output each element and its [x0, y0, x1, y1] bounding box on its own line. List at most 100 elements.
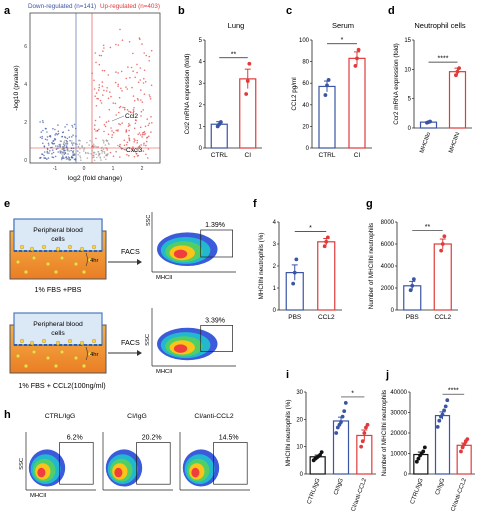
data-point [422, 445, 427, 450]
y-axis-label: Number of MHCIIhi neutrophils [368, 223, 375, 309]
y-tick-label: 0 [404, 472, 408, 478]
flow-y-label: SSC [19, 458, 25, 470]
volcano-point-ns [62, 155, 64, 157]
volcano-point-down [72, 134, 74, 136]
data-point [359, 444, 364, 449]
y-tick-label: 3 [199, 81, 203, 87]
gate-percentage: 1.39% [205, 222, 225, 229]
flow-plot: 6.2% SSC MHCII [19, 432, 96, 499]
volcano-point-up [103, 130, 105, 133]
volcano-point-ns [77, 146, 80, 148]
volcano-point-up [142, 150, 145, 152]
y-tick-label: 3 [273, 242, 277, 248]
flow-plot: 1.39% MHCII [151, 212, 236, 281]
y-tick-label: 5 [408, 97, 412, 103]
significance-label: **** [448, 388, 459, 395]
data-point [365, 422, 370, 427]
volcano-point-up [120, 148, 123, 150]
volcano-point-up [148, 135, 150, 138]
volcano-point-up [107, 97, 110, 100]
volcano-point-ns [84, 151, 87, 154]
y-tick-label: 1 [273, 286, 277, 292]
volcano-point-ns [95, 146, 98, 148]
y-axis-label: Ccl2 mRNA expression (fold) [184, 54, 191, 135]
volcano-point-ns [100, 159, 102, 161]
volcano-point-ns [105, 158, 107, 161]
data-point [435, 424, 440, 429]
x-tick-label: CTRL/IgG [410, 477, 425, 505]
volcano-point-down [39, 121, 41, 123]
volcano-point-up [128, 137, 130, 139]
data-point [457, 66, 461, 71]
y-axis-label: MHCIIhi neutrophils (%) [285, 400, 292, 467]
volcano-point-down [67, 153, 69, 155]
gate-box [213, 442, 248, 485]
x-tick-label: CI/anti-CCL2 [451, 477, 469, 512]
cell [15, 259, 21, 265]
data-point [334, 431, 339, 435]
volcano-point-up [134, 122, 137, 125]
volcano-point-ns [97, 151, 100, 153]
data-point [437, 418, 442, 423]
volcano-gene-ccl2: Ccl2 [125, 113, 138, 120]
flow-plot-pbs: 1.39% MHCII [151, 212, 236, 281]
volcano-tick-x4: 2 [141, 166, 144, 172]
volcano-point-up [149, 95, 151, 98]
volcano-point-up [117, 44, 120, 46]
volcano-point-down [64, 136, 66, 138]
volcano-point-down [54, 128, 56, 131]
volcano-point-ns [103, 140, 105, 142]
volcano-point-up [139, 38, 141, 41]
data-point [455, 69, 460, 74]
volcano-point-up [112, 155, 115, 157]
data-point [319, 450, 324, 455]
volcano-point-up [132, 146, 134, 148]
volcano-point-up [111, 130, 113, 132]
volcano-point-up [145, 140, 148, 143]
bar [332, 420, 350, 475]
volcano-tick-x3: 1 [112, 166, 115, 172]
volcano-point-down [64, 126, 66, 128]
data-point [325, 83, 329, 88]
volcano-point-up [138, 146, 140, 148]
volcano-point-ns [92, 152, 95, 154]
data-point [465, 437, 470, 442]
volcano-point-up [119, 143, 121, 146]
data-point [460, 445, 465, 450]
data-point [291, 281, 296, 286]
volcano-point-up [135, 152, 138, 155]
volcano-point-up [128, 123, 130, 125]
x-tick-label: CCL2 [318, 314, 335, 321]
volcano-point-down [57, 132, 60, 135]
significance-label: **** [438, 56, 449, 63]
y-tick-label: 0 [199, 146, 203, 152]
volcano-point-down [62, 143, 65, 145]
volcano-point-down [52, 151, 55, 154]
cell [45, 261, 51, 267]
y-tick-label: 40000 [390, 390, 407, 396]
volcano-point-up [140, 115, 142, 117]
volcano-point-down [42, 142, 44, 145]
facs-label: FACS [121, 247, 140, 256]
volcano-point-up [100, 54, 103, 57]
volcano-legend-down: Down-regulated (n=141) [28, 3, 96, 10]
volcano-point-down [71, 155, 73, 158]
volcano-point-up [129, 124, 131, 126]
x-tick-label: MHCIIhi [448, 132, 461, 154]
flow-plot-ccl2: 3.39% SSC MHCII [145, 308, 236, 375]
volcano-point-ns [64, 139, 66, 142]
volcano-point-up [133, 107, 135, 109]
facs-label: FACS [121, 338, 140, 347]
volcano-point-up [149, 98, 152, 100]
panel-d-title: Neutrophil cells [414, 21, 466, 30]
volcano-point-ns [63, 141, 65, 143]
volcano-point-down [71, 144, 74, 146]
volcano-point-down [57, 124, 59, 126]
volcano-point-ns [60, 158, 63, 161]
volcano-point-up [129, 111, 132, 113]
volcano-point-up [118, 111, 120, 114]
volcano-point-up [131, 86, 133, 89]
data-point [342, 409, 347, 414]
gate-percentage: 14.5% [219, 434, 239, 441]
